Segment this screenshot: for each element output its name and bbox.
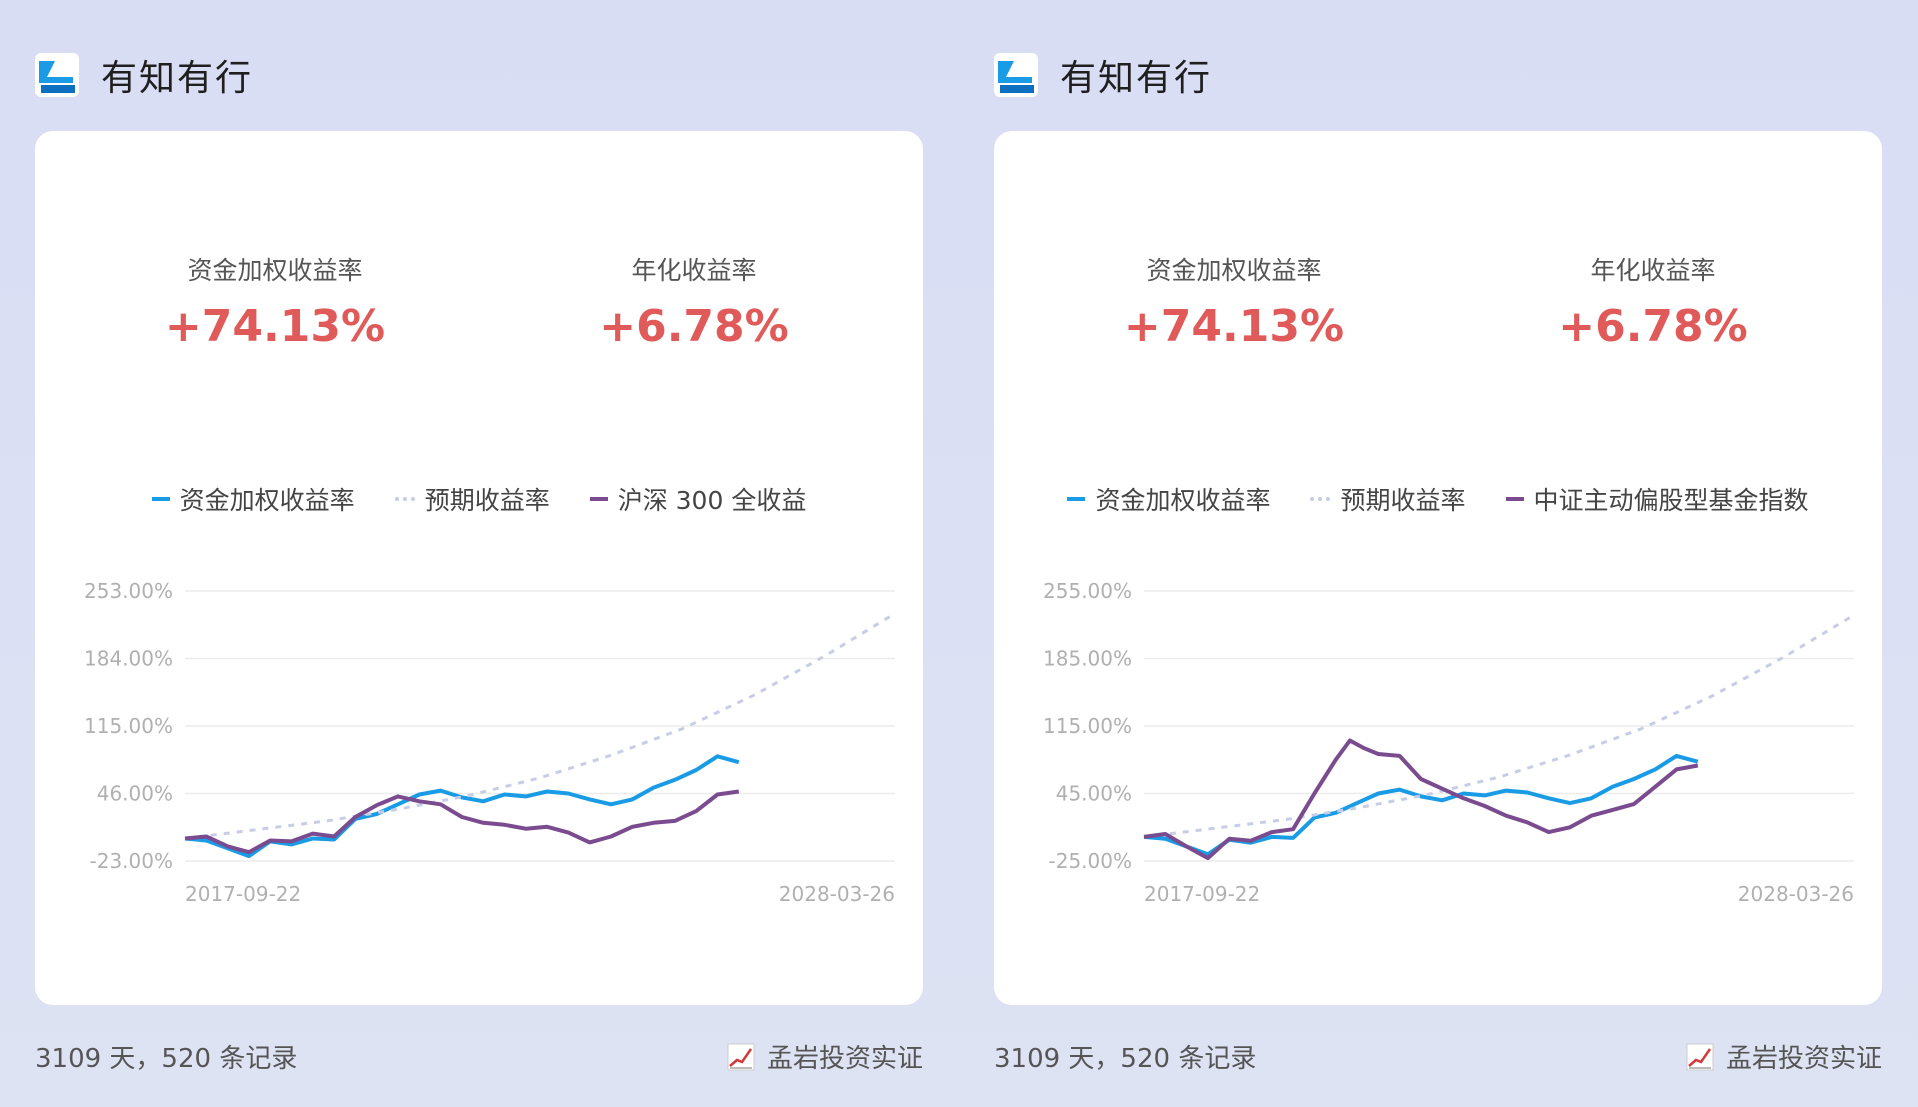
stat-weighted-return: 资金加权收益率 +74.13% [1074,251,1394,352]
legend-swatch-icon [589,497,608,501]
legend-item[interactable]: 预期收益率 [394,481,550,517]
chart-trend-icon [1686,1043,1714,1070]
brand-name: 有知有行 [1060,58,1213,99]
brand-header: 有知有行 [994,50,1212,100]
series-line-1 [184,612,896,840]
x-tick-label: 2017-09-22 [185,882,301,906]
y-tick-label: -23.00% [90,849,173,873]
legend-item[interactable]: 资金加权收益率 [1067,481,1270,517]
y-tick-label: -25.00% [1049,849,1132,873]
legend-item[interactable]: 资金加权收益率 [151,481,355,517]
legend-item[interactable]: 中证主动偏股型基金指数 [1505,481,1809,517]
legend-label: 资金加权收益率 [1095,486,1271,515]
author-attribution: 孟岩投资实证 [1686,1038,1882,1075]
y-tick-label: 115.00% [1043,714,1132,738]
legend-swatch-icon [151,497,170,501]
stat-label: 年化收益率 [1590,256,1716,285]
series-line-2 [184,789,740,855]
legend-swatch-icon [1505,497,1524,501]
brand-logo-icon [994,53,1038,97]
stat-label: 资金加权收益率 [187,256,363,285]
series-line-2 [1143,738,1699,861]
y-tick-label: 184.00% [84,647,173,671]
panel-left: 有知有行 资金加权收益率 +74.13% 年化收益率 +6.78% 资金加权收益… [35,0,925,1107]
panel-right: 有知有行 资金加权收益率 +74.13% 年化收益率 +6.78% 资金加权收益… [994,0,1884,1107]
brand-header: 有知有行 [35,50,253,100]
record-summary: 3109 天，520 条记录 [35,1044,298,1074]
summary-card: 资金加权收益率 +74.13% 年化收益率 +6.78% 资金加权收益率 预期收… [35,131,923,1005]
record-summary: 3109 天，520 条记录 [994,1044,1257,1074]
author-label: 孟岩投资实证 [766,1044,923,1074]
y-tick-label: 185.00% [1043,647,1132,671]
legend-label: 沪深 300 全收益 [617,486,807,515]
chart-legend: 资金加权收益率 预期收益率 中证主动偏股型基金指数 [994,481,1882,517]
stat-label: 资金加权收益率 [1146,256,1322,285]
legend-label: 中证主动偏股型基金指数 [1533,486,1809,515]
legend-item[interactable]: 沪深 300 全收益 [589,481,807,517]
stat-annual-return: 年化收益率 +6.78% [534,251,854,352]
chart-legend: 资金加权收益率 预期收益率 沪深 300 全收益 [35,481,923,517]
legend-swatch-icon [1310,497,1331,501]
stat-weighted-return: 资金加权收益率 +74.13% [115,251,435,352]
legend-item[interactable]: 预期收益率 [1310,481,1466,517]
author-label: 孟岩投资实证 [1725,1044,1882,1074]
x-tick-label: 2028-03-26 [779,882,895,906]
chart-trend-icon [727,1043,755,1070]
stat-annual-return: 年化收益率 +6.78% [1493,251,1813,352]
line-chart[interactable]: 253.00% 184.00% 115.00% 46.00% -23.00% 2017-0… [35,531,923,911]
stat-label: 年化收益率 [631,256,757,285]
x-tick-label: 2017-09-22 [1144,882,1260,906]
summary-card: 资金加权收益率 +74.13% 年化收益率 +6.78% 资金加权收益率 预期收… [994,131,1882,1005]
line-chart[interactable]: 255.00% 185.00% 115.00% 45.00% -25.00% 2017-0… [994,531,1882,911]
stat-value: +74.13% [1123,301,1345,352]
y-tick-label: 45.00% [1056,782,1132,806]
legend-label: 预期收益率 [424,486,550,515]
legend-label: 预期收益率 [1340,486,1466,515]
legend-swatch-icon [1067,497,1086,501]
y-tick-label: 46.00% [97,782,173,806]
y-tick-label: 115.00% [84,714,173,738]
brand-logo-icon [35,53,79,97]
brand-name: 有知有行 [101,58,254,99]
stat-value: +6.78% [599,301,789,352]
x-tick-label: 2028-03-26 [1738,882,1854,906]
legend-swatch-icon [394,497,415,501]
stat-value: +6.78% [1558,301,1748,352]
author-attribution: 孟岩投资实证 [727,1038,923,1075]
series-line-1 [1143,613,1855,839]
stat-value: +74.13% [164,301,386,352]
y-tick-label: 255.00% [1043,579,1132,603]
legend-label: 资金加权收益率 [179,486,355,515]
y-tick-label: 253.00% [84,579,173,603]
